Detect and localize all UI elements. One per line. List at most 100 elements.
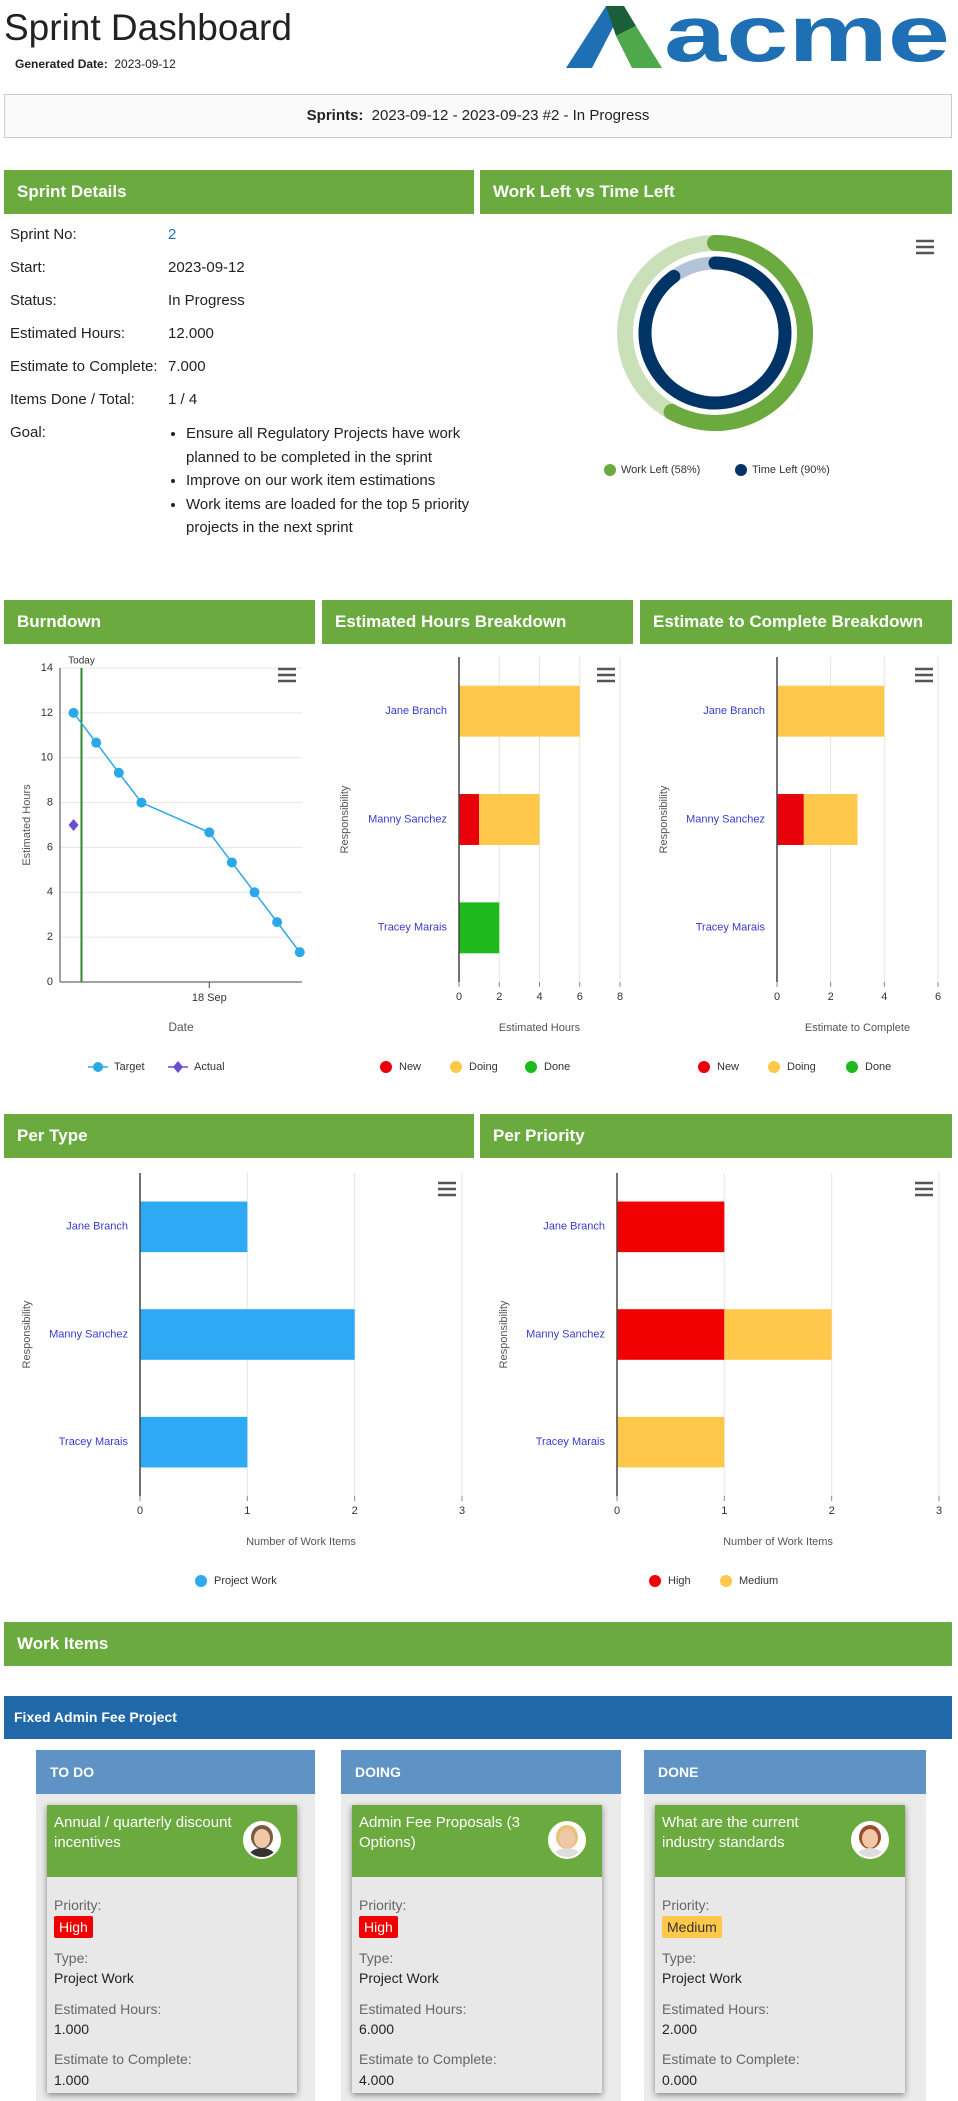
data-point	[113, 767, 124, 778]
field-label: Estimate to Complete:	[662, 2051, 800, 2067]
data-point	[136, 797, 147, 808]
legend-marker	[525, 1061, 537, 1073]
x-tick-label: 2	[828, 991, 834, 1003]
detail-label: Sprint No:	[10, 226, 77, 243]
detail-value[interactable]: 2	[168, 226, 177, 243]
donut-arc	[638, 256, 792, 410]
category-label: Jane Branch	[703, 705, 765, 717]
bar	[777, 794, 804, 845]
bar	[724, 1309, 832, 1360]
legend-marker	[735, 464, 747, 476]
section-header: Burndown	[4, 600, 315, 644]
today-label: Today	[68, 656, 95, 667]
detail-value: 7.000	[168, 358, 206, 375]
detail-label: Items Done / Total:	[10, 391, 135, 408]
legend-label: Done	[544, 1061, 570, 1073]
logo-mark	[606, 6, 636, 36]
y-tick-label: 2	[47, 931, 53, 943]
detail-label: Estimated Hours:	[10, 325, 126, 342]
chart-menu[interactable]	[438, 1181, 456, 1197]
column-header: DOING	[341, 1750, 621, 1794]
x-tick-label: 2	[352, 1505, 358, 1517]
detail-value: 12.000	[168, 325, 214, 342]
x-tick-label: 0	[614, 1505, 620, 1517]
category-label: Manny Sanchez	[368, 813, 447, 825]
work-card[interactable]: What are the current industry standards P…	[655, 1805, 905, 2093]
avatar-body	[248, 1848, 276, 1857]
chart-menu[interactable]	[915, 1181, 933, 1197]
field-label: Type:	[359, 1950, 394, 1966]
category-label: Jane Branch	[66, 1221, 128, 1233]
data-point	[249, 887, 260, 898]
legend-label: Done	[865, 1061, 891, 1073]
goal-list: Ensure all Regulatory Projects have work…	[168, 422, 496, 540]
detail-label: Estimate to Complete:	[10, 358, 158, 375]
category-label: Tracey Marais	[378, 922, 448, 934]
x-tick-label: 0	[456, 991, 462, 1003]
bar	[140, 1201, 248, 1253]
section-header: Estimated Hours Breakdown	[322, 600, 633, 644]
data-point	[226, 857, 237, 868]
field-label: Estimated Hours:	[662, 2001, 770, 2017]
field-label: Estimated Hours:	[359, 2001, 467, 2017]
sprint-bar-value[interactable]: 2023-09-12 - 2023-09-23 #2 - In Progress	[371, 107, 650, 124]
field-value: 1.000	[54, 2021, 90, 2037]
priority-badge: High	[54, 1916, 93, 1938]
bar	[777, 685, 885, 737]
generated: Generated Date: 2023-09-12	[15, 56, 176, 72]
category-label: Tracey Marais	[59, 1436, 129, 1448]
x-axis-label: Estimate to Complete	[805, 1022, 910, 1034]
legend-label: Medium	[739, 1575, 778, 1587]
detail-value: 2023-09-12	[168, 259, 245, 276]
card-title: Admin Fee Proposals (3 Options)	[359, 1814, 520, 1851]
chart-menu[interactable]	[916, 239, 934, 255]
legend-marker	[720, 1575, 732, 1587]
series-line	[72, 712, 301, 953]
field-value: 6.000	[359, 2021, 395, 2037]
avatar-face	[862, 1829, 878, 1848]
field-label: Estimate to Complete:	[54, 2051, 192, 2067]
chart-menu[interactable]	[915, 667, 933, 683]
x-tick-label: 6	[935, 991, 941, 1003]
work-card[interactable]: Annual / quarterly discount incentives Pr…	[47, 1805, 297, 2093]
y-axis-label: Responsibility	[21, 1300, 33, 1368]
legend-marker	[450, 1061, 462, 1073]
x-tick-label: 0	[137, 1505, 143, 1517]
legend-marker	[846, 1061, 858, 1073]
goal-item: Work items are loaded for the top 5 prio…	[186, 493, 496, 540]
y-axis-label: Responsibility	[339, 785, 351, 853]
bar	[803, 794, 858, 845]
x-axis-label: Estimated Hours	[499, 1022, 581, 1034]
chart-menu[interactable]	[597, 667, 615, 683]
legend-marker	[195, 1575, 207, 1587]
legend-label: Doing	[787, 1061, 816, 1073]
work-card[interactable]: Admin Fee Proposals (3 Options) Priority:…	[352, 1805, 602, 2093]
legend-label: New	[717, 1061, 739, 1073]
y-tick-label: 8	[47, 796, 53, 808]
y-axis-label: Responsibility	[658, 785, 670, 853]
x-tick-label: 4	[536, 991, 542, 1003]
y-tick-label: 12	[41, 707, 53, 719]
sprint-bar: Sprints: 2023-09-12 - 2023-09-23 #2 - In…	[4, 94, 952, 138]
goal-item: Ensure all Regulatory Projects have work…	[186, 422, 496, 469]
generated-date: 2023-09-12	[114, 57, 176, 71]
card-title: Annual / quarterly discount incentives	[54, 1814, 232, 1851]
y-tick-label: 4	[47, 886, 53, 898]
category-label: Jane Branch	[385, 705, 447, 717]
detail-value: 1 / 4	[168, 391, 198, 408]
bar	[459, 685, 580, 737]
avatar-face	[254, 1829, 270, 1848]
x-tick-label: 1	[244, 1505, 250, 1517]
legend-marker	[93, 1062, 103, 1072]
logo: acme	[566, 0, 950, 78]
category-label: Manny Sanchez	[49, 1328, 128, 1340]
field-label: Priority:	[54, 1897, 102, 1913]
chart-menu[interactable]	[278, 667, 296, 683]
section-header: Estimate to Complete Breakdown	[640, 600, 952, 644]
project-bar: Fixed Admin Fee Project	[4, 1696, 952, 1739]
bar	[459, 902, 500, 954]
field-value: 1.000	[54, 2072, 90, 2088]
section-header: Per Type	[4, 1114, 474, 1158]
bar	[479, 794, 540, 845]
